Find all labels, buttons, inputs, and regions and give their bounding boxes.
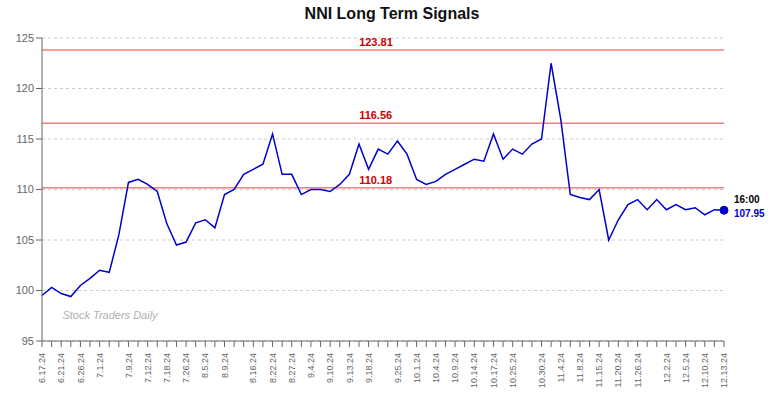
svg-text:115: 115 xyxy=(16,133,34,145)
svg-text:10.30.24: 10.30.24 xyxy=(537,353,547,388)
svg-text:8.16.24: 8.16.24 xyxy=(248,353,258,383)
svg-text:105: 105 xyxy=(16,234,34,246)
svg-text:9.13.24: 9.13.24 xyxy=(345,353,355,383)
svg-text:11.20.24: 11.20.24 xyxy=(613,353,623,387)
svg-text:6.21.24: 6.21.24 xyxy=(56,353,66,383)
svg-text:6.17.24: 6.17.24 xyxy=(37,353,47,383)
svg-text:110.18: 110.18 xyxy=(359,174,392,186)
svg-text:11.15.24: 11.15.24 xyxy=(594,353,604,387)
svg-text:7.9.24: 7.9.24 xyxy=(124,353,134,378)
svg-text:8.9.24: 8.9.24 xyxy=(220,353,230,378)
svg-text:8.27.24: 8.27.24 xyxy=(287,353,297,383)
svg-text:11.8.24: 11.8.24 xyxy=(575,353,585,382)
svg-text:7.1.24: 7.1.24 xyxy=(95,353,105,378)
svg-text:110: 110 xyxy=(16,183,34,195)
svg-text:9.4.24: 9.4.24 xyxy=(306,353,316,378)
svg-text:125: 125 xyxy=(16,32,34,44)
svg-text:10.9.24: 10.9.24 xyxy=(450,353,460,383)
html-text:NNI Long Term Signals: NNI Long Term Signals xyxy=(304,5,480,22)
svg-text:10.4.24: 10.4.24 xyxy=(431,353,441,383)
svg-text:11.26.24: 11.26.24 xyxy=(633,353,643,387)
svg-text:7.18.24: 7.18.24 xyxy=(162,353,172,383)
svg-text:9.18.24: 9.18.24 xyxy=(364,353,374,383)
svg-text:12.5.24: 12.5.24 xyxy=(681,353,691,383)
svg-text:10.1.24: 10.1.24 xyxy=(412,353,422,383)
svg-text:123.81: 123.81 xyxy=(359,36,393,48)
svg-text:116.56: 116.56 xyxy=(359,109,392,121)
svg-text:8.22.24: 8.22.24 xyxy=(268,353,278,383)
svg-text:107.95: 107.95 xyxy=(734,208,765,219)
svg-text:12.13.24: 12.13.24 xyxy=(719,353,729,388)
svg-text:9.25.24: 9.25.24 xyxy=(393,353,403,383)
svg-text:7.12.24: 7.12.24 xyxy=(143,353,153,383)
svg-text:9.10.24: 9.10.24 xyxy=(325,353,335,383)
svg-text:10.17.24: 10.17.24 xyxy=(489,353,499,388)
svg-text:120: 120 xyxy=(16,82,34,94)
svg-text:16:00: 16:00 xyxy=(734,194,760,205)
svg-text:10.14.24: 10.14.24 xyxy=(469,353,479,388)
svg-text:8.5.24: 8.5.24 xyxy=(200,353,210,378)
svg-text:10.25.24: 10.25.24 xyxy=(508,353,518,388)
svg-text:7.26.24: 7.26.24 xyxy=(181,353,191,383)
svg-text:95: 95 xyxy=(22,335,34,347)
svg-text:11.4.24: 11.4.24 xyxy=(556,353,566,382)
html-text:Stock Traders Daily: Stock Traders Daily xyxy=(62,308,158,321)
svg-text:12.2.24: 12.2.24 xyxy=(662,353,672,383)
svg-text:6.26.24: 6.26.24 xyxy=(76,353,86,383)
svg-text:100: 100 xyxy=(16,284,34,296)
svg-text:12.10.24: 12.10.24 xyxy=(700,353,710,388)
